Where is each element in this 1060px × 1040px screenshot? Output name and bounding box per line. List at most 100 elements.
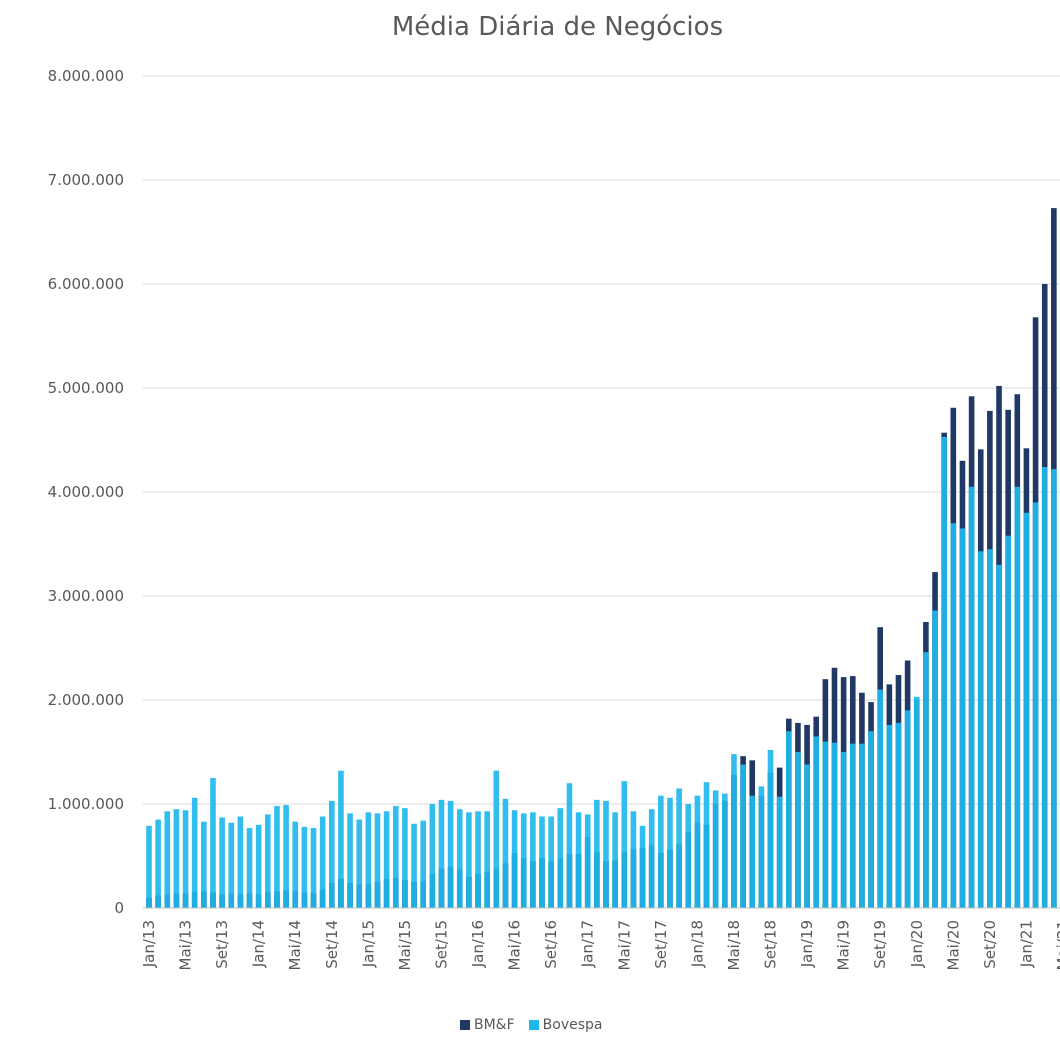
bar-bovespa: [877, 689, 883, 908]
x-tick-label: Mai/20: [944, 920, 962, 970]
bar-bovespa: [319, 816, 326, 908]
legend-label-bovespa: Bovespa: [542, 1017, 603, 1033]
bar-bovespa: [283, 805, 289, 908]
bar-bovespa: [886, 724, 893, 908]
bar-bovespa: [658, 795, 664, 908]
legend-item-bovespa: Bovespa: [528, 1017, 603, 1033]
bar-bovespa: [265, 814, 271, 908]
bar-bovespa: [1014, 486, 1021, 908]
bar-bovespa: [923, 652, 929, 908]
y-tick-label: 2.000.000: [48, 691, 124, 709]
bar-bovespa: [1041, 467, 1048, 908]
bar-bovespa: [831, 742, 838, 908]
y-tick-label: 8.000.000: [48, 67, 124, 85]
bar-bovespa: [959, 528, 966, 908]
legend-label-bmf: BM&F: [474, 1017, 515, 1033]
legend-swatch-bmf: [460, 1020, 470, 1030]
bar-bovespa: [383, 811, 390, 908]
x-tick-label: Jan/15: [359, 920, 377, 968]
bar-bovespa: [146, 825, 152, 908]
x-tick-label: Jan/14: [250, 920, 268, 968]
bar-bovespa: [329, 800, 335, 908]
x-tick-label: Mai/18: [725, 920, 743, 970]
bar-bovespa: [731, 754, 737, 908]
bar-bovespa: [301, 826, 308, 908]
bar-bovespa: [813, 736, 820, 908]
bar-bovespa: [584, 814, 591, 908]
bar-bovespa: [237, 816, 244, 908]
bar-bovespa: [466, 812, 472, 908]
y-tick-label: 4.000.000: [48, 483, 124, 501]
bar-bovespa: [493, 770, 500, 908]
bar-bovespa: [859, 743, 865, 908]
x-tick-label: Set/14: [323, 920, 341, 969]
x-tick-label: Jan/16: [469, 920, 487, 968]
x-tick-label: Set/17: [652, 920, 670, 969]
bar-bovespa: [685, 804, 692, 908]
bar-bovespa: [447, 800, 454, 908]
bar-bovespa: [530, 812, 536, 908]
bar-bovespa: [511, 810, 518, 908]
x-tick-label: Mai/19: [835, 920, 853, 970]
bar-bovespa: [776, 796, 783, 908]
bar-bovespa: [548, 816, 554, 908]
bar-bovespa: [484, 811, 490, 908]
bar-bovespa: [667, 797, 673, 908]
bar-bovespa: [968, 486, 975, 908]
bar-bovespa: [1023, 512, 1030, 908]
chart-legend: BM&F Bovespa: [460, 1017, 616, 1033]
x-tick-label: Jan/17: [579, 920, 597, 968]
bar-bovespa: [822, 741, 829, 908]
bar-bovespa: [840, 752, 847, 908]
bar-bovespa: [1005, 535, 1011, 908]
y-tick-label: 6.000.000: [48, 275, 124, 293]
bar-bovespa: [338, 770, 344, 908]
bar-bovespa: [173, 809, 180, 908]
legend-item-bmf: BM&F: [460, 1017, 515, 1033]
bar-bovespa: [411, 823, 417, 908]
bar-bovespa: [621, 781, 628, 908]
y-tick-label: 1.000.000: [48, 795, 124, 813]
bar-bovespa: [356, 819, 363, 908]
bar-bovespa: [420, 820, 426, 908]
bar-bovespa: [191, 797, 198, 908]
bar-bovespa: [347, 813, 353, 908]
bar-bovespa: [932, 610, 938, 908]
bar-bovespa: [182, 810, 189, 908]
bar-bovespa: [868, 731, 874, 908]
bar-bovespa: [246, 827, 253, 908]
bar-bovespa: [941, 436, 947, 908]
x-tick-label: Jan/20: [908, 920, 926, 968]
x-tick-label: Set/18: [762, 920, 780, 969]
x-tick-label: Set/20: [981, 920, 999, 969]
x-tick-label: Jan/19: [798, 920, 816, 968]
bar-bovespa: [612, 812, 618, 908]
bar-bovespa: [996, 564, 1002, 908]
bar-bovespa: [310, 827, 317, 908]
bar-bovespa: [749, 795, 756, 908]
bar-bovespa: [557, 808, 564, 908]
bar-bovespa: [402, 808, 408, 908]
bar-bovespa: [274, 806, 280, 908]
bar-bovespa: [539, 816, 545, 908]
bar-bovespa: [392, 806, 399, 908]
bar-bovespa: [429, 804, 436, 908]
bar-bovespa: [228, 822, 235, 908]
bar-bovespa: [950, 523, 957, 908]
x-tick-label: Mai/15: [396, 920, 414, 970]
x-tick-label: Jan/21: [1017, 920, 1035, 968]
bar-bovespa: [603, 800, 609, 908]
bar-bovespa: [639, 825, 646, 908]
bar-bovespa: [210, 778, 216, 908]
bar-bovespa: [1051, 469, 1057, 908]
bar-bovespa: [475, 811, 481, 908]
bar-bovespa: [987, 549, 993, 908]
bar-bovespa: [767, 749, 774, 908]
bar-bovespa: [895, 722, 902, 908]
chart-title: Média Diária de Negócios: [391, 12, 724, 42]
bar-bovespa: [630, 811, 637, 908]
x-tick-label: Mai/17: [615, 920, 633, 970]
bar-bovespa: [201, 821, 207, 908]
x-tick-label: Mai/21: [1054, 920, 1060, 970]
